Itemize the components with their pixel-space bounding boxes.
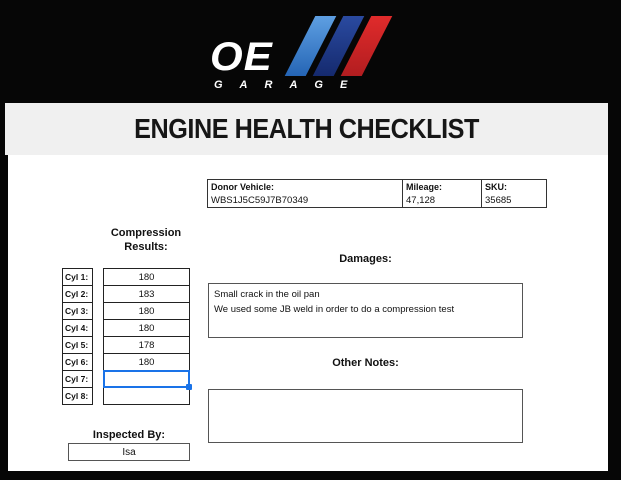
other-notes-label: Other Notes: [332, 357, 399, 369]
cylinder-row: Cyl 3: 180 [62, 302, 190, 320]
vehicle-info-label: Donor Vehicle: [211, 182, 275, 192]
inspected-by-field[interactable]: Isa [68, 443, 190, 461]
damages-textbox[interactable]: Small crack in the oil pan We used some … [208, 283, 523, 338]
vehicle-info-value: 47,128 [406, 195, 436, 206]
compression-results-label: Compression Results: [110, 227, 182, 253]
cylinder-value-cell[interactable]: 180 [103, 353, 190, 371]
other-notes-textbox[interactable] [208, 389, 523, 443]
cylinder-value-cell[interactable]: 180 [103, 302, 190, 320]
cylinder-label-cell: Cyl 7: [62, 370, 93, 388]
inspected-by-label: Inspected By: [92, 429, 166, 441]
cylinder-row: Cyl 7: [62, 370, 192, 390]
garage-logo: OE GARAGE [210, 12, 410, 100]
vehicle-info-label: SKU: [485, 182, 507, 192]
page-title: ENGINE HEALTH CHECKLIST [134, 113, 479, 144]
vehicle-info-value: WBS1J5C59J7B70349 [211, 195, 309, 206]
cylinder-row: Cyl 4: 180 [62, 319, 190, 337]
cylinder-table: Cyl 1: 180 Cyl 2: 183 Cyl 3: 180 Cyl 4: … [62, 268, 192, 405]
cylinder-value-cell[interactable] [103, 370, 192, 390]
cylinder-label-cell: Cyl 3: [62, 302, 93, 320]
damages-line: Small crack in the oil pan [214, 289, 320, 300]
cylinder-row: Cyl 1: 180 [62, 268, 190, 286]
cylinder-label-cell: Cyl 6: [62, 353, 93, 371]
cylinder-label-cell: Cyl 1: [62, 268, 93, 286]
damages-label: Damages: [339, 253, 392, 265]
logo-brand-text: OE [210, 35, 273, 79]
cylinder-label-cell: Cyl 8: [62, 387, 93, 405]
vehicle-info-cell[interactable]: Mileage: 47,128 [402, 179, 482, 208]
cylinder-value-cell[interactable]: 178 [103, 336, 190, 354]
cylinder-value-cell[interactable]: 180 [103, 319, 190, 337]
cylinder-row: Cyl 5: 178 [62, 336, 190, 354]
cylinder-row: Cyl 6: 180 [62, 353, 190, 371]
fill-handle[interactable] [186, 384, 192, 390]
cylinder-row: Cyl 2: 183 [62, 285, 190, 303]
vehicle-info-cell[interactable]: SKU: 35685 [481, 179, 547, 208]
header-band: ENGINE HEALTH CHECKLIST [5, 103, 608, 155]
damages-line: We used some JB weld in order to do a co… [214, 304, 455, 315]
cylinder-value-cell[interactable] [103, 387, 190, 405]
cylinder-label-cell: Cyl 4: [62, 319, 93, 337]
m-stripes-icon [284, 14, 393, 76]
vehicle-info-table: Donor Vehicle: WBS1J5C59J7B70349 Mileage… [207, 179, 547, 208]
cylinder-value-cell[interactable]: 180 [103, 268, 190, 286]
vehicle-info-value: 35685 [485, 195, 512, 206]
cylinder-label-cell: Cyl 2: [62, 285, 93, 303]
vehicle-info-cell[interactable]: Donor Vehicle: WBS1J5C59J7B70349 [207, 179, 403, 208]
logo-subtitle: GARAGE [214, 79, 365, 91]
cylinder-label-cell: Cyl 5: [62, 336, 93, 354]
vehicle-info-label: Mileage: [406, 182, 443, 192]
cylinder-row: Cyl 8: [62, 387, 190, 405]
cylinder-value-cell[interactable]: 183 [103, 285, 190, 303]
